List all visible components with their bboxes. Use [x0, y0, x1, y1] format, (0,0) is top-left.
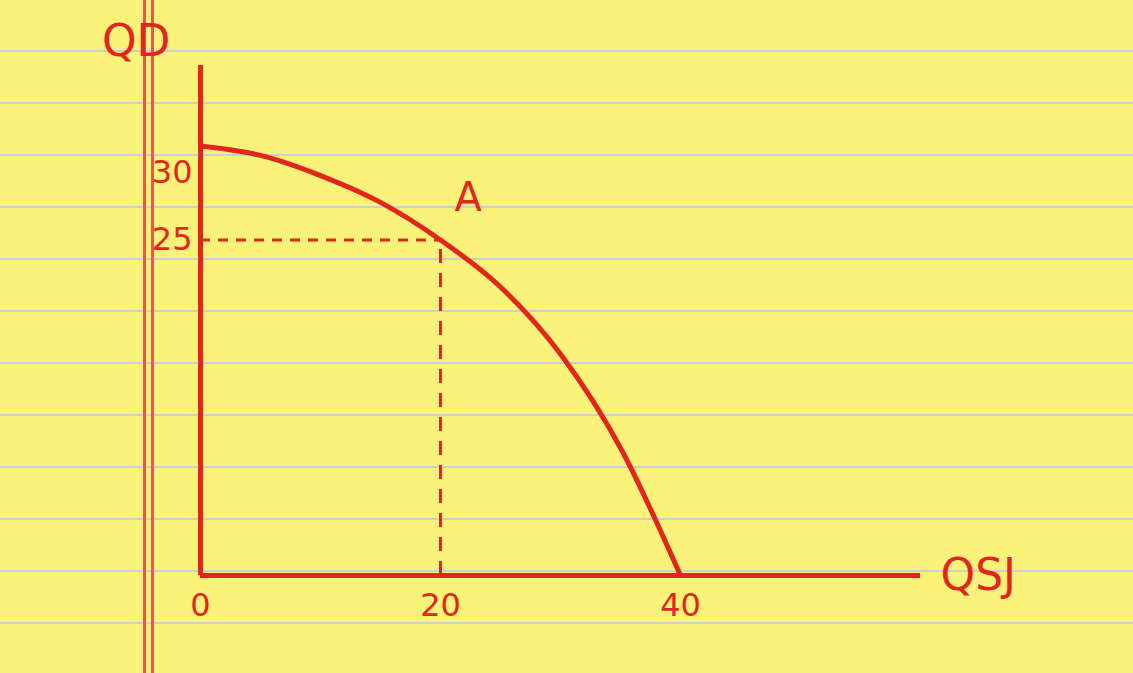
- svg-text:0: 0: [190, 586, 210, 624]
- svg-text:40: 40: [660, 586, 701, 624]
- svg-text:A: A: [455, 174, 483, 220]
- svg-text:20: 20: [420, 586, 461, 624]
- svg-text:25: 25: [152, 220, 193, 258]
- svg-text:30: 30: [152, 153, 193, 191]
- svg-text:QD: QD: [102, 15, 171, 66]
- svg-text:QSJ: QSJ: [941, 549, 1017, 600]
